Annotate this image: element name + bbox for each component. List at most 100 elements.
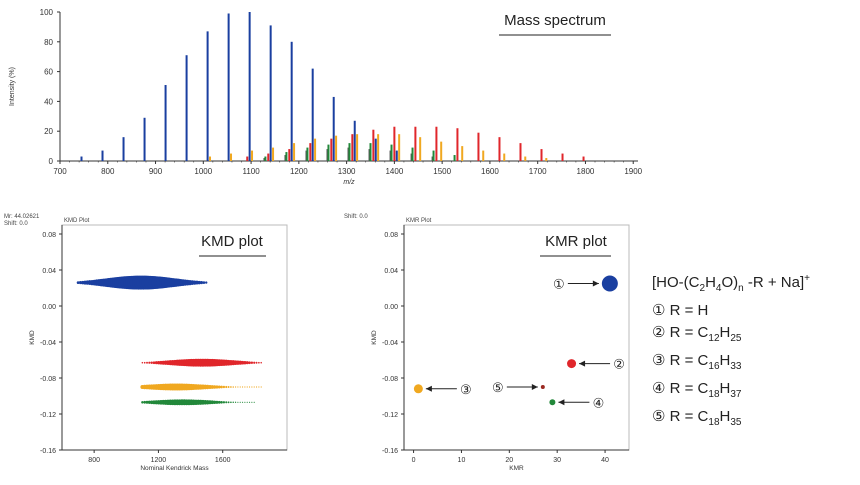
kmd-point-c18_37 <box>220 400 223 404</box>
kmd-point-c18_37 <box>246 401 248 403</box>
ms-bar-peg <box>290 41 293 161</box>
legend-item-text: 25 <box>730 333 742 344</box>
kmr-y-tick-label: -0.04 <box>382 340 398 347</box>
ms-bar-peg <box>311 68 314 161</box>
ms-bar-c18_37 <box>306 147 309 161</box>
kmd-point-peg <box>78 281 82 285</box>
ms-bar-peg <box>101 150 104 161</box>
kmd-point-c12 <box>253 361 256 364</box>
ms-x-tick-label: 1700 <box>529 167 547 176</box>
kmd-point-c12 <box>255 361 258 364</box>
ms-bar-c16 <box>377 134 380 161</box>
ms-y-tick-label: 40 <box>44 97 53 106</box>
legend-item-number: ③ <box>652 352 670 369</box>
kmd-point-c18_37 <box>225 401 228 404</box>
legend-title-part: [HO-(C <box>652 274 700 291</box>
ms-bar-c12 <box>288 149 291 161</box>
ms-bar-c12 <box>309 143 312 161</box>
legend-item-5: ⑤ R = C18H35 <box>652 406 857 434</box>
kmr-y-tick-label: -0.08 <box>382 376 398 383</box>
ms-bar-c18_37 <box>285 152 288 161</box>
kmr-point-label-4: ④ <box>593 395 605 410</box>
ms-bar-c16 <box>356 134 359 161</box>
kmd-point-c12 <box>154 361 158 365</box>
kmd-point-c12 <box>248 361 251 365</box>
kmd-point-peg <box>197 280 201 285</box>
kmd-point-c16 <box>246 386 248 388</box>
kmr-y-tick-label: 0.00 <box>384 304 398 311</box>
legend-item-number: ④ <box>652 380 670 397</box>
kmd-point-peg <box>76 281 80 285</box>
ms-x-tick-label: 1800 <box>577 167 595 176</box>
legend-title-part: -R + Na] <box>743 274 805 291</box>
ms-bar-peg <box>143 117 146 161</box>
kmd-point-peg <box>195 280 199 285</box>
kmd-point-c16 <box>255 386 258 388</box>
kmd-y-tick-label: -0.08 <box>40 376 56 383</box>
kmd-point-peg <box>202 281 206 284</box>
kmr-x-tick-label: 0 <box>412 457 416 464</box>
kmr-plot-chart: 0.08 0.04 0.00 -0.04 -0.08 -0.12 -0.16 0 10 20 30 4… <box>344 214 630 472</box>
kmd-point-c12 <box>150 361 153 364</box>
ms-bar-peg <box>395 150 398 161</box>
kmd-point-c12 <box>245 361 249 365</box>
legend-item-text: R = C <box>669 380 709 397</box>
kmd-point-c16 <box>241 386 244 388</box>
kmd-y-tick-label: 0.00 <box>42 304 56 311</box>
kmr-header: KMR Plot <box>406 218 432 224</box>
ms-x-tick-label: 1600 <box>481 167 499 176</box>
legend-item-text: R = C <box>669 408 709 425</box>
kmr-arrowhead-3 <box>425 385 432 392</box>
kmd-point-c12 <box>258 361 260 364</box>
kmd-point-c18_37 <box>230 401 232 404</box>
ms-bar-peg <box>248 12 251 161</box>
kmr-x-tick-label: 20 <box>505 457 513 464</box>
kmd-point-c12 <box>260 361 262 364</box>
legend-item-text: H <box>719 324 731 341</box>
ms-bar-c12 <box>330 138 333 161</box>
kmd-x-tick-label: 800 <box>88 457 100 464</box>
kmd-point-c16 <box>217 385 221 389</box>
ms-bar-c16 <box>482 150 485 161</box>
ms-bar-c18_37 <box>411 147 414 161</box>
kmd-point-c12 <box>240 360 245 365</box>
ms-bar-peg <box>353 120 356 161</box>
kmd-point-peg <box>200 281 204 285</box>
kmr-point-label-1: ① <box>553 277 565 292</box>
kmr-point-label-5: ⑤ <box>492 380 504 395</box>
kmr-y-tick-label: -0.12 <box>382 412 398 419</box>
kmd-point-c18_37 <box>232 401 234 404</box>
legend-item-number: ⑤ <box>652 408 670 425</box>
ms-x-tick-label: 800 <box>101 167 115 176</box>
legend-item-text: 18 <box>708 417 720 428</box>
kmd-y-tick-label: 0.08 <box>42 232 56 239</box>
kmr-arrowhead-5 <box>531 384 538 390</box>
ms-bar-c16 <box>293 143 296 161</box>
ms-x-tick-label: 1400 <box>385 167 403 176</box>
kmd-point-c18_37 <box>210 400 215 405</box>
kmd-point-c16 <box>222 385 226 389</box>
ms-bar-c16 <box>524 156 527 161</box>
kmd-point-c16 <box>232 386 234 388</box>
kmd-point-peg <box>205 281 208 284</box>
kmr-point-1 <box>601 275 618 292</box>
ms-bar-c18_37 <box>348 143 351 161</box>
legend-item-text: 12 <box>708 333 720 344</box>
kmd-point-c18_37 <box>241 401 244 403</box>
legend-title-part: n <box>738 283 744 294</box>
kmd-point-c16 <box>215 385 219 389</box>
kmd-point-c18_37 <box>215 400 219 404</box>
legend-item-4: ④ R = C18H37 <box>652 378 857 406</box>
kmd-point-c16 <box>260 386 262 388</box>
kmd-y-tick-label: -0.04 <box>40 340 56 347</box>
kmd-x-tick-label: 1600 <box>215 457 231 464</box>
kmr-x-axis-label: KMR <box>509 465 524 472</box>
kmd-info-line: Shift: 0.0 <box>4 221 28 227</box>
ms-y-tick-label: 0 <box>49 157 54 166</box>
ms-bar-peg <box>80 156 83 161</box>
kmr-point-5 <box>540 385 545 389</box>
kmd-point-c16 <box>210 385 215 389</box>
ms-y-tick-label: 60 <box>44 68 53 77</box>
kmd-point-c18_37 <box>147 400 151 404</box>
